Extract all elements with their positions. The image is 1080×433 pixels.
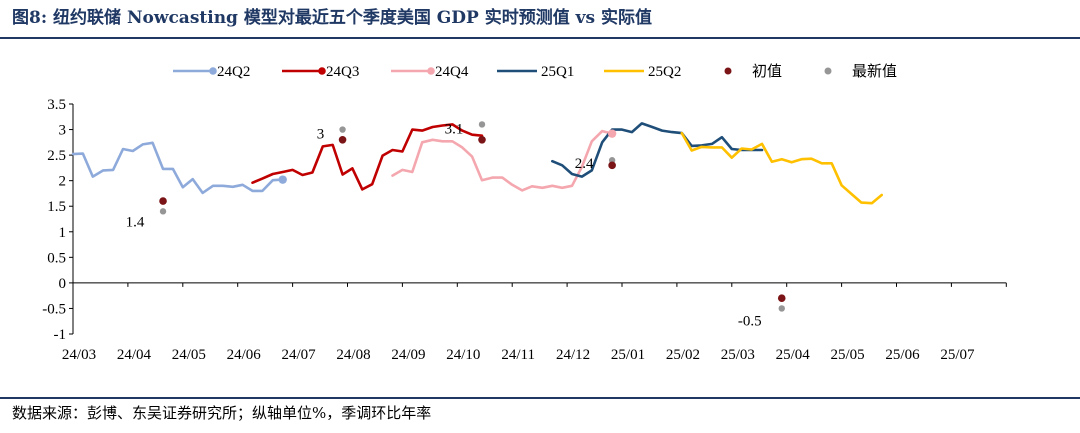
latest-value-point	[159, 208, 167, 215]
legend-swatch-dot	[209, 67, 217, 75]
y-tick-label: 0	[59, 276, 67, 292]
annotations: 1.4 3 3.1 2.4 -0.5	[126, 121, 762, 329]
top-rule	[0, 37, 1080, 39]
legend-swatch-dot	[427, 67, 435, 75]
x-tick-label: 24/10	[446, 347, 480, 363]
x-tick-label: 25/06	[885, 347, 920, 363]
y-tick-label: 3	[59, 123, 67, 139]
legend-label: 最新值	[852, 63, 897, 80]
y-tick-label: 1.5	[47, 199, 66, 215]
series-line-24q2	[71, 141, 285, 195]
data-source-note: 数据来源：彭博、东吴证券研究所；纵轴单位%，季调环比年率	[12, 404, 432, 422]
annotation-label: 3.1	[445, 121, 464, 137]
initial-value-point	[159, 197, 167, 205]
x-tick-label: 25/04	[776, 347, 811, 363]
legend-swatch-dot	[724, 67, 732, 75]
series-lines	[71, 122, 884, 205]
latest-value-point	[478, 121, 486, 128]
initial-value-point	[608, 161, 616, 170]
latest-value-point	[339, 126, 346, 133]
bottom-rule	[0, 397, 1080, 399]
series-line-25q2	[680, 131, 884, 205]
legend-swatch-dot	[824, 67, 832, 75]
y-tick-label: 3.5	[47, 97, 66, 113]
annotation-label: -0.5	[738, 313, 762, 329]
x-tick-label: 24/09	[391, 347, 425, 363]
nowcast-line-chart: 24Q2 24Q3 24Q4 25Q1 25Q2 初值 最新值 3.5 3 2.5 2 1.5 1 0.…	[42, 63, 1007, 363]
x-tick-label: 24/07	[282, 347, 317, 363]
legend-label: 初值	[752, 63, 782, 80]
y-tick-label: 0.5	[47, 250, 66, 266]
legend-label: 24Q3	[326, 64, 359, 80]
x-tick-label: 25/02	[666, 347, 700, 363]
latest-value-point	[778, 305, 785, 312]
legend-label: 25Q2	[648, 64, 681, 80]
x-tick-label: 24/06	[227, 347, 262, 363]
x-tick-label: 24/03	[62, 347, 96, 363]
annotation-label: 1.4	[126, 214, 145, 230]
series-end-dot	[278, 175, 287, 184]
annotation-label: 3	[317, 127, 325, 143]
x-tick-label: 24/12	[556, 347, 590, 363]
x-tick-label: 24/05	[172, 347, 206, 363]
value-markers	[159, 121, 786, 312]
legend-label: 24Q4	[435, 64, 469, 80]
legend: 24Q2 24Q3 24Q4 25Q1 25Q2 初值 最新值	[173, 63, 897, 80]
x-tick-label: 25/03	[721, 347, 755, 363]
chart-title: 图8: 纽约联储 Nowcasting 模型对最近五个季度美国 GDP 实时预测…	[12, 8, 653, 28]
initial-value-point	[777, 294, 786, 303]
x-tick-label: 25/07	[940, 347, 975, 363]
axes: 3.5 3 2.5 2 1.5 1 0.5 0 -0.5 -1 24/03 24/04 24/05 24/…	[42, 97, 1007, 363]
y-tick-label: 2	[59, 174, 67, 190]
legend-swatch-dot	[318, 67, 326, 75]
y-tick-label: 1	[59, 225, 67, 241]
x-tick-label: 24/08	[336, 347, 370, 363]
y-tick-label: 2.5	[47, 148, 66, 164]
series-line-25q1	[550, 122, 764, 178]
y-tick-label: -0.5	[42, 301, 66, 317]
x-tick-label: 24/11	[501, 347, 535, 363]
initial-value-point	[478, 135, 486, 144]
series-end-dot	[607, 129, 617, 138]
y-tick-label: -1	[54, 327, 67, 343]
initial-value-point	[338, 135, 347, 144]
annotation-label: 2.4	[575, 156, 594, 172]
series-line-24q3	[251, 123, 484, 191]
x-tick-label: 24/04	[117, 347, 152, 363]
x-tick-label: 25/01	[611, 347, 645, 363]
series-line-24q4	[391, 129, 614, 192]
legend-label: 24Q2	[217, 64, 250, 80]
legend-label: 25Q1	[541, 64, 574, 80]
x-tick-label: 25/05	[831, 347, 865, 363]
latest-value-point	[608, 157, 616, 164]
